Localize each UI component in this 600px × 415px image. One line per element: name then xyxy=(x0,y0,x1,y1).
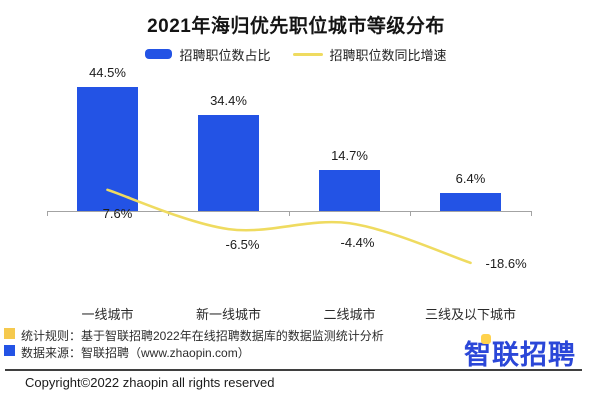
x-axis-category-label: 新一线城市 xyxy=(195,307,261,322)
stat-rule-marker-icon xyxy=(4,328,15,339)
bar-二线城市 xyxy=(319,170,380,211)
legend-line-label: 招聘职位数同比增速 xyxy=(329,47,447,63)
x-axis-category-label: 二线城市 xyxy=(323,307,376,322)
data-source-marker-icon xyxy=(4,345,15,356)
line-value-label: 7.6% xyxy=(102,205,133,221)
bar-value-label: 6.4% xyxy=(455,171,486,187)
bar-三线及以下城市 xyxy=(440,193,501,211)
footnote-data-source: 数据来源：智联招聘（www.zhaopin.com） xyxy=(4,344,250,361)
x-axis-category-label: 三线及以下城市 xyxy=(424,307,516,322)
x-axis-tick xyxy=(168,211,169,216)
line-value-label: -4.4% xyxy=(340,235,375,251)
x-axis-tick xyxy=(47,211,48,216)
bar-value-label: 14.7% xyxy=(331,148,368,164)
footnote-data-source-text: 数据来源：智联招聘（www.zhaopin.com） xyxy=(21,346,250,360)
bar-一线城市 xyxy=(77,86,138,211)
legend: 招聘职位数占比 招聘职位数同比增速 xyxy=(0,45,592,63)
bar-value-label: 34.4% xyxy=(210,93,247,109)
bar-新一线城市 xyxy=(198,115,259,211)
x-axis-tick xyxy=(531,211,532,216)
copyright-text: Copyright©2022 zhaopin all rights reserv… xyxy=(25,375,275,390)
footnote-stat-rule: 统计规则：基于智联招聘2022年在线招聘数据库的数据监测统计分析 xyxy=(4,327,384,344)
bar-series-swatch-icon xyxy=(145,49,173,59)
zhaopin-logo: 智联招聘 xyxy=(464,333,576,372)
line-value-label: -18.6% xyxy=(485,255,527,271)
x-axis-tick xyxy=(289,211,290,216)
x-axis-tick xyxy=(410,211,411,216)
line-series-swatch-icon xyxy=(292,52,323,56)
logo-accent-dot-icon xyxy=(481,334,491,344)
zhaopin-logo-text: 智联招聘 xyxy=(464,340,576,370)
legend-item-line-series[interactable]: 招聘职位数同比增速 xyxy=(292,45,447,64)
x-axis-category-label: 一线城市 xyxy=(81,307,134,322)
line-value-label: -6.5% xyxy=(225,237,260,253)
legend-bar-label: 招聘职位数占比 xyxy=(179,47,271,63)
divider-line xyxy=(5,369,582,371)
bar-value-label: 44.5% xyxy=(89,64,126,80)
footnote-stat-rule-text: 统计规则：基于智联招聘2022年在线招聘数据库的数据监测统计分析 xyxy=(21,329,384,343)
chart-title: 2021年海归优先职位城市等级分布 xyxy=(147,16,445,37)
legend-item-bar-series[interactable]: 招聘职位数占比 xyxy=(145,45,271,64)
